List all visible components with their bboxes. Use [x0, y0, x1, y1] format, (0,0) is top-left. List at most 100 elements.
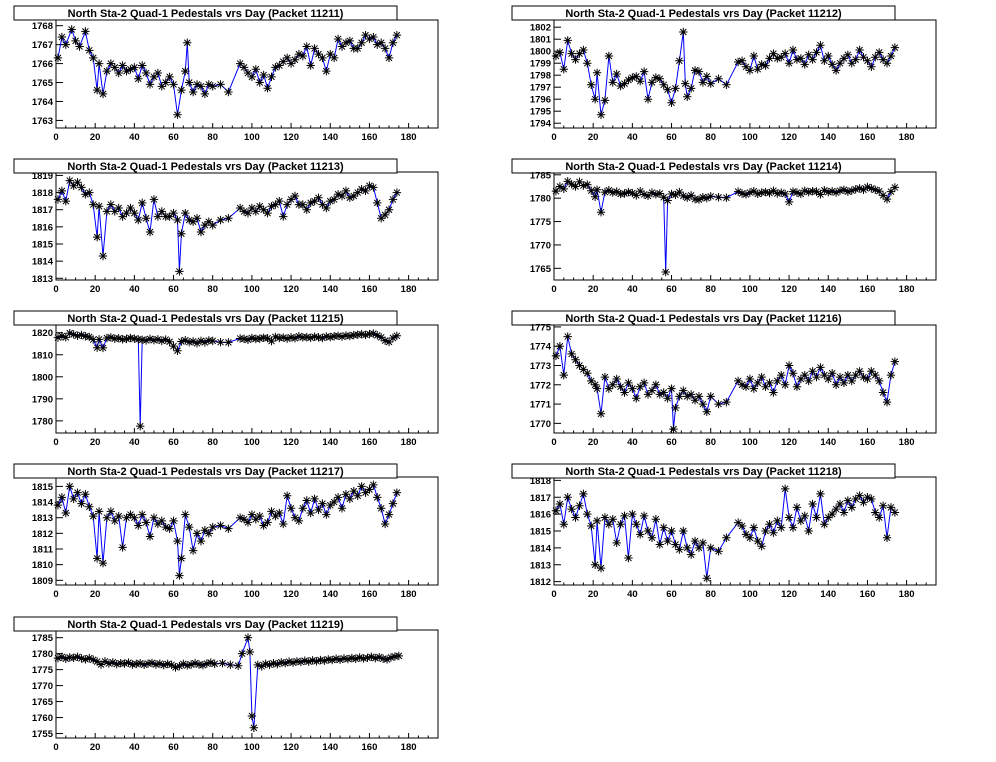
- data-point: [314, 193, 323, 202]
- data-point: [675, 392, 684, 401]
- chart-panel: North Sta-2 Quad-1 Pedestals vrs Day (Pa…: [13, 463, 439, 600]
- data-point: [322, 66, 331, 76]
- data-point: [679, 386, 688, 395]
- x-tick-label: 0: [53, 132, 58, 143]
- data-point: [392, 30, 402, 40]
- data-point: [604, 51, 614, 61]
- data-point: [353, 44, 362, 53]
- x-tick-label: 80: [207, 437, 218, 448]
- data-point: [714, 74, 723, 83]
- data-point: [592, 516, 602, 526]
- data-point: [624, 187, 633, 197]
- x-tick-label: 60: [168, 132, 179, 143]
- data-point: [204, 80, 213, 89]
- x-tick-label: 140: [322, 132, 338, 143]
- data-point: [878, 388, 888, 397]
- y-tick-label: 1819: [32, 171, 53, 182]
- x-tick-label: 80: [207, 132, 218, 143]
- data-point: [635, 530, 645, 539]
- data-point: [737, 521, 747, 531]
- data-point: [590, 192, 600, 201]
- data-point: [788, 369, 798, 378]
- data-point: [73, 178, 82, 187]
- data-point: [196, 536, 206, 546]
- data-point: [253, 660, 262, 670]
- data-point: [120, 659, 129, 668]
- data-point: [53, 53, 63, 63]
- x-tick-label: 60: [666, 132, 677, 143]
- data-point: [659, 388, 668, 397]
- data-point: [333, 493, 343, 502]
- x-tick-label: 180: [401, 589, 417, 600]
- data-point: [124, 658, 133, 667]
- data-point: [382, 655, 392, 664]
- data-point: [247, 711, 257, 721]
- data-point: [376, 504, 386, 513]
- data-point: [118, 543, 127, 552]
- x-tick-label: 100: [244, 742, 260, 753]
- data-point: [663, 85, 672, 94]
- data-point: [69, 653, 78, 662]
- data-point: [596, 110, 606, 119]
- data-point: [376, 214, 386, 223]
- data-point: [722, 80, 731, 89]
- data-point: [851, 185, 860, 194]
- data-point: [341, 38, 351, 47]
- data-point: [394, 651, 404, 661]
- data-point: [243, 518, 253, 527]
- data-point: [694, 392, 704, 401]
- data-point: [218, 659, 227, 668]
- data-point: [808, 499, 817, 509]
- data-point: [259, 521, 268, 530]
- data-point: [181, 208, 190, 218]
- y-tick-label: 1815: [32, 482, 54, 493]
- data-point: [279, 57, 288, 66]
- data-point: [294, 332, 304, 341]
- data-point: [639, 190, 649, 199]
- data-point: [235, 59, 245, 68]
- title-box: [13, 463, 398, 479]
- data-point: [878, 191, 888, 200]
- x-tick-label: 100: [244, 589, 260, 600]
- y-tick-label: 1816: [32, 222, 53, 233]
- data-point: [369, 329, 378, 338]
- data-point: [324, 655, 333, 664]
- x-tick-label: 100: [244, 284, 260, 295]
- data-point: [310, 196, 319, 206]
- data-point: [267, 507, 276, 516]
- data-point: [741, 62, 751, 71]
- data-point: [65, 176, 74, 185]
- data-point: [200, 526, 210, 535]
- data-point: [384, 510, 394, 519]
- data-point: [632, 72, 641, 81]
- data-point: [196, 336, 206, 346]
- title-box: [511, 158, 896, 174]
- data-point: [102, 333, 112, 343]
- data-point: [855, 367, 864, 376]
- y-tick-label: 1813: [32, 513, 53, 524]
- data-point: [318, 200, 327, 209]
- data-point: [392, 188, 402, 197]
- data-point: [94, 59, 104, 68]
- data-point: [141, 68, 151, 78]
- data-point: [780, 484, 790, 494]
- data-point: [122, 66, 131, 76]
- data-point: [773, 516, 782, 526]
- data-point: [683, 193, 692, 202]
- data-point: [816, 190, 825, 199]
- data-point: [200, 89, 210, 99]
- data-point: [737, 56, 747, 65]
- data-point: [288, 658, 298, 667]
- data-point: [733, 518, 743, 527]
- data-point: [337, 504, 347, 513]
- x-tick-label: 40: [129, 742, 140, 753]
- chart-panel: North Sta-2 Quad-1 Pedestals vrs Day (Pa…: [511, 463, 937, 600]
- data-point: [81, 332, 90, 341]
- data-point: [373, 331, 382, 340]
- data-point: [343, 654, 353, 664]
- data-point: [698, 78, 708, 87]
- data-point: [255, 78, 264, 87]
- data-point: [741, 382, 751, 391]
- plot-frame: [55, 629, 439, 739]
- data-point: [177, 229, 186, 238]
